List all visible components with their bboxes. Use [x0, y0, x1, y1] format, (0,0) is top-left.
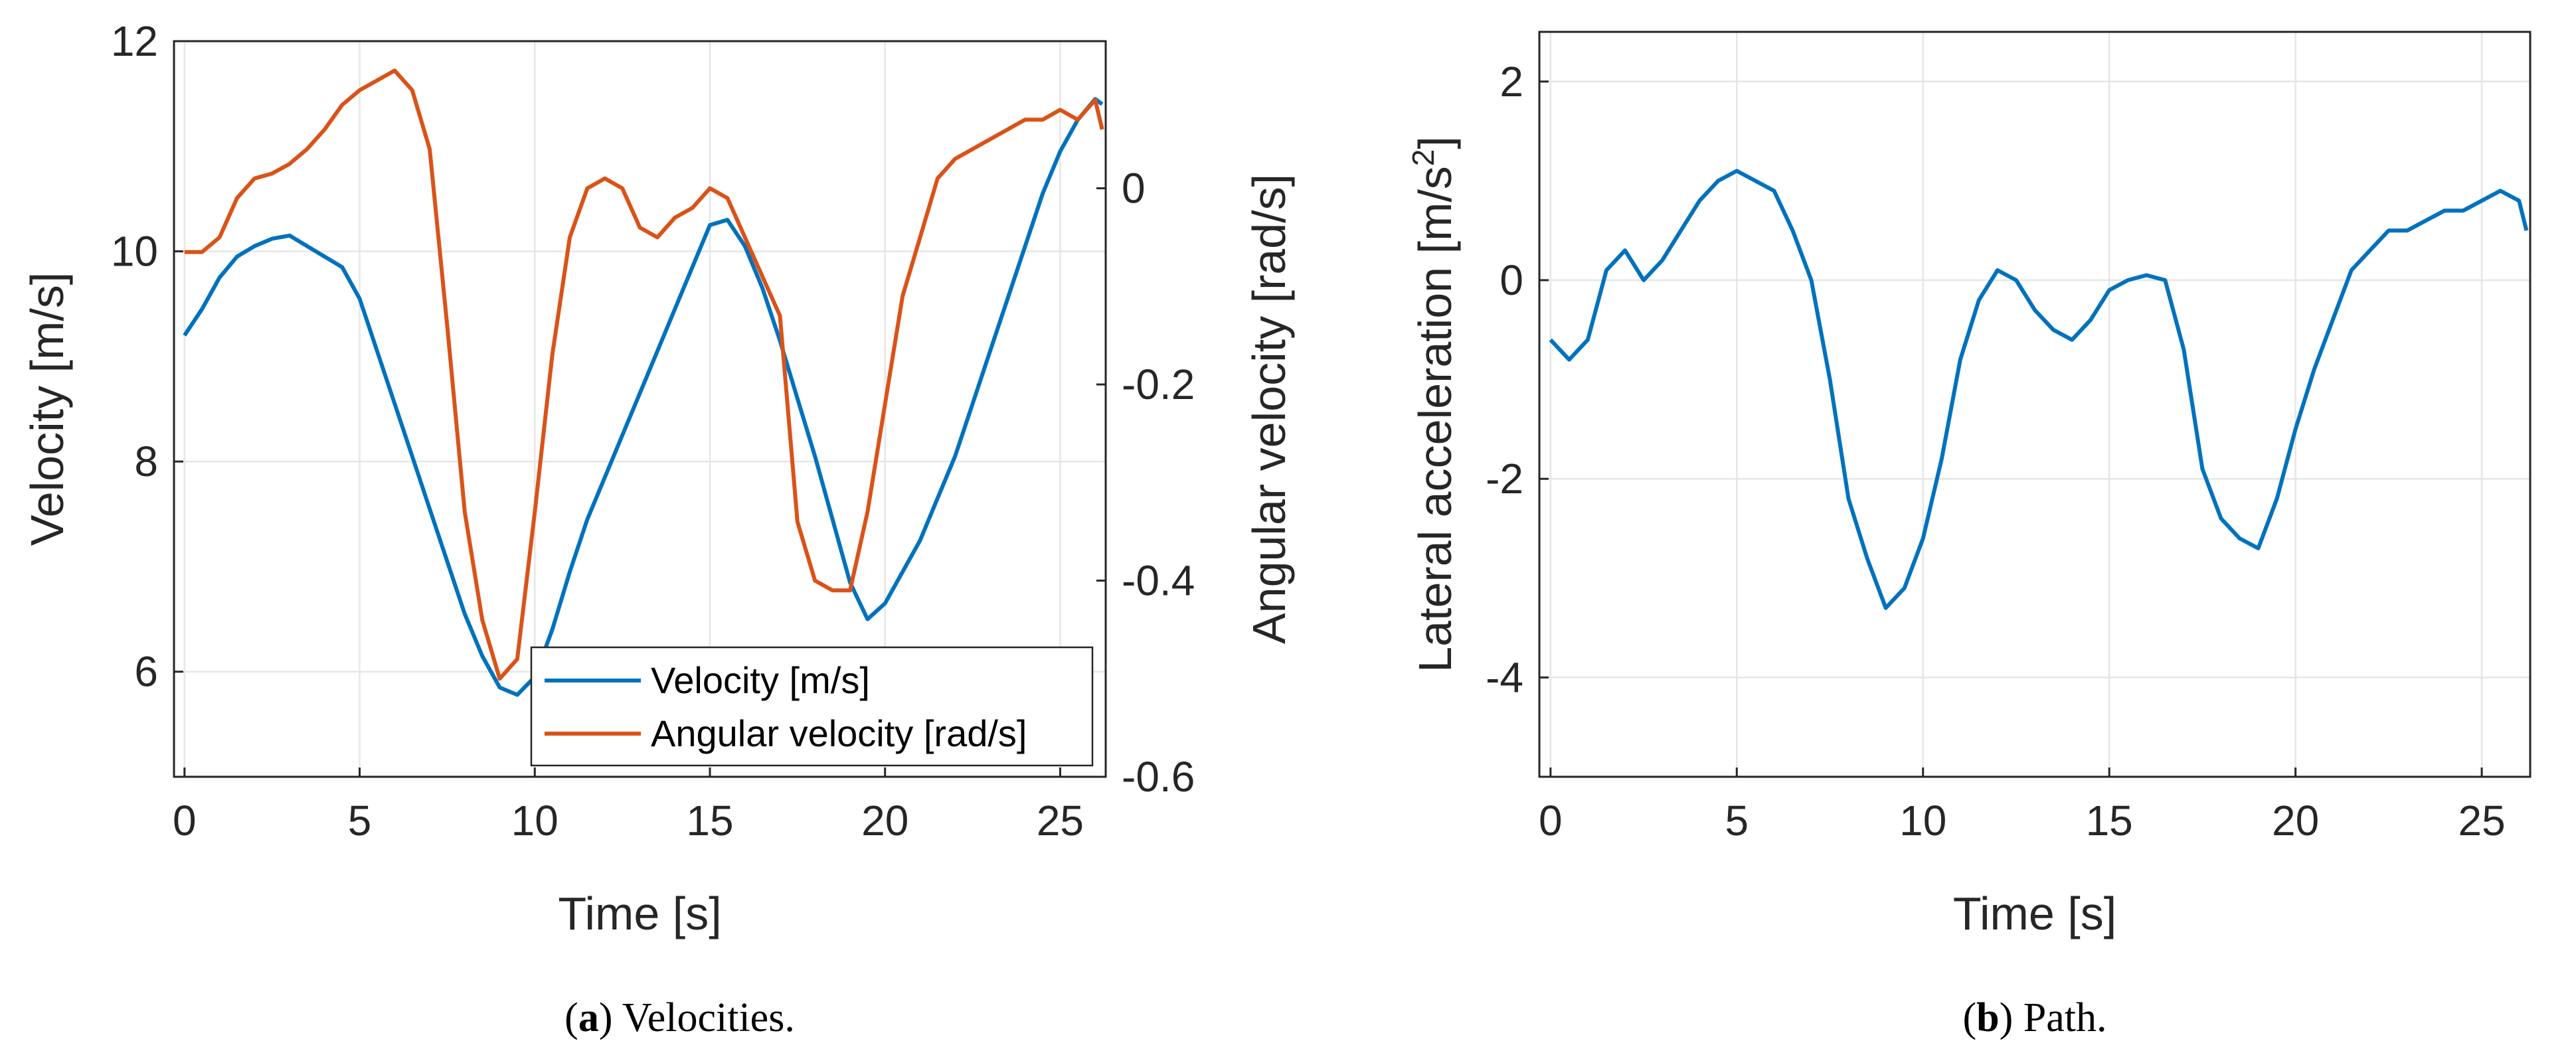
ticks-b: 0 5 10 15 20 25 -4 -2 0 2 [1486, 58, 2506, 845]
axes-frame-a [173, 40, 1107, 778]
caption-b: (b) Path. [1962, 995, 2106, 1040]
x-tick-label: 15 [2086, 797, 2133, 845]
panel-velocities: 0 5 10 15 20 25 6 8 10 12 0 -0.2 -0.4 -0.6 Time [s] V… [21, 17, 1295, 939]
panel-path: 0 5 10 15 20 25 -4 -2 0 2 Time [s] Lateral accele… [1406, 31, 2532, 939]
x-tick-label: 20 [2272, 797, 2319, 845]
series-line-angular-velocity [184, 68, 1104, 681]
legend-label-velocity: Velocity [m/s] [651, 659, 870, 701]
y-axis-label-b-superscript: 2 [1406, 149, 1440, 167]
axes-frame-b [1538, 31, 2532, 778]
y-axis-label-right-a: Angular velocity [rad/s] [1243, 174, 1295, 644]
y-tick-label: 6 [134, 648, 158, 696]
x-tick-label: 5 [1725, 797, 1749, 845]
y-tick-label: 8 [134, 438, 158, 485]
y-axis-label-a: Velocity [m/s] [21, 272, 73, 546]
caption-a: (a) Velocities. [564, 995, 795, 1040]
x-axis-label-a: Time [s] [558, 888, 721, 939]
caption-a-text: ) Velocities. [599, 995, 795, 1040]
caption-b-label: b [1976, 995, 1999, 1040]
y-right-tick-label: -0.2 [1122, 361, 1195, 408]
y-tick-label: 12 [111, 17, 158, 65]
x-tick-label: 0 [1539, 797, 1563, 845]
legend-label-angular-velocity: Angular velocity [rad/s] [651, 712, 1027, 754]
grid-b [1539, 32, 2530, 777]
x-tick-label: 20 [861, 797, 908, 845]
x-tick-label: 15 [686, 797, 733, 845]
x-axis-label-b: Time [s] [1953, 888, 2116, 939]
series-line-velocity [183, 97, 1104, 697]
legend-box [530, 646, 1094, 767]
y-axis-label-b-end: ] [1409, 136, 1461, 149]
ticks-a: 0 5 10 15 20 25 6 8 10 12 0 -0.2 -0.4 -0.6 [111, 17, 1195, 845]
series-lines-b [1549, 169, 2529, 610]
y-tick-label: -4 [1486, 653, 1523, 701]
y-tick-label: 2 [1500, 58, 1523, 106]
x-tick-label: 25 [2458, 797, 2505, 845]
x-tick-label: 10 [1899, 797, 1946, 845]
caption-b-text: ) Path. [2000, 995, 2107, 1040]
y-tick-label: 0 [1500, 256, 1523, 304]
y-axis-label-b: Lateral acceleration [m/s2] [1406, 136, 1461, 673]
caption-a-label: a [578, 995, 599, 1040]
y-tick-label: -2 [1486, 455, 1523, 503]
y-right-tick-label: 0 [1122, 165, 1146, 212]
series-line-lateral-acceleration [1549, 169, 2529, 610]
y-right-tick-label: -0.4 [1122, 557, 1195, 605]
y-right-tick-label: -0.6 [1122, 753, 1195, 801]
x-tick-label: 25 [1037, 797, 1084, 845]
series-lines-a [183, 68, 1104, 697]
x-tick-label: 5 [348, 797, 372, 845]
y-tick-label: 10 [111, 228, 158, 276]
legend-a: Velocity [m/s] Angular velocity [rad/s] [530, 646, 1094, 767]
x-tick-label: 10 [511, 797, 558, 845]
y-axis-label-b-main: Lateral acceleration [m/s [1409, 166, 1461, 673]
x-tick-label: 0 [173, 797, 197, 845]
